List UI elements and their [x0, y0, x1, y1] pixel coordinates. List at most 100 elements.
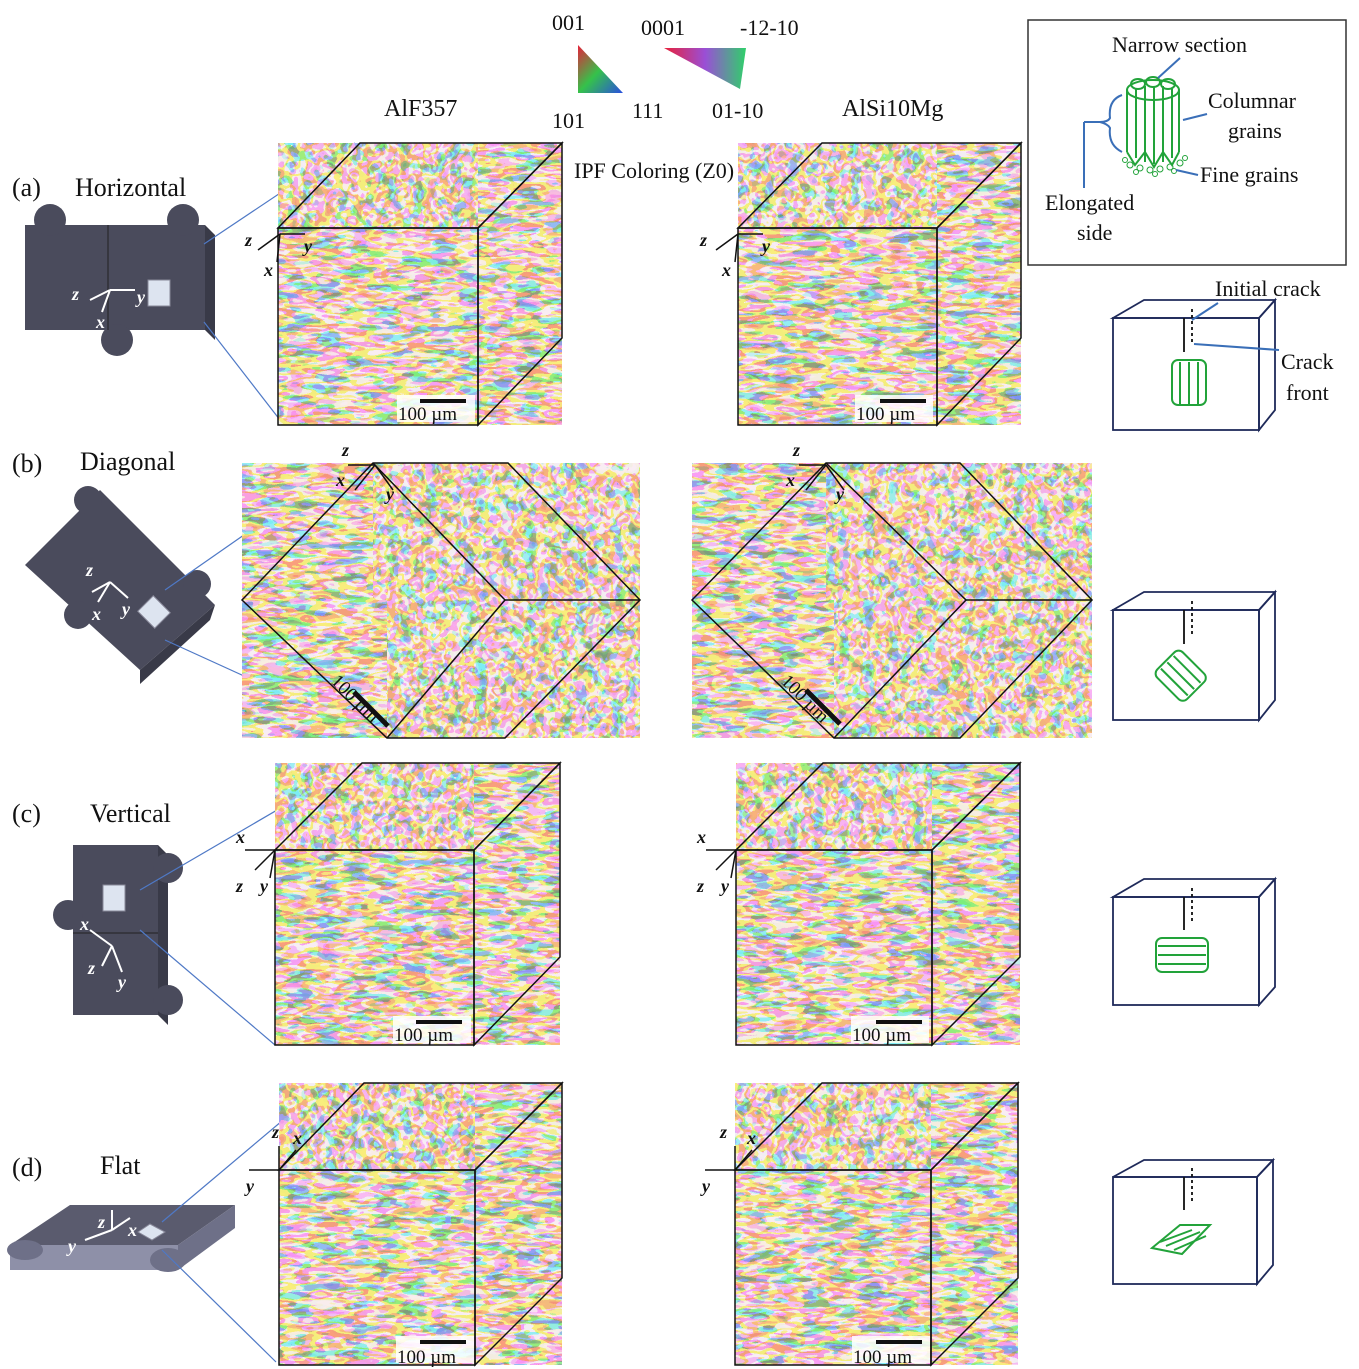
- crack-front-label-1: Crack: [1281, 349, 1334, 374]
- specimen-vertical: x z y: [53, 845, 183, 1025]
- row-d-name: Flat: [100, 1151, 141, 1180]
- crack-initial-label: Initial crack: [1215, 276, 1321, 301]
- inset-frame: [1027, 19, 1347, 266]
- svg-text:x: x: [263, 260, 273, 280]
- inset-leaders: [1083, 57, 1208, 188]
- inset-narrow: Narrow section: [1112, 32, 1247, 57]
- svg-text:z: z: [87, 958, 95, 978]
- svg-text:y: y: [302, 236, 313, 256]
- axes-b-right: z x y: [785, 440, 845, 504]
- svg-text:z: z: [271, 1122, 279, 1142]
- scale-bar-d-right: 100 µm: [853, 1347, 912, 1368]
- grain-inset: Narrow section Columnar grains Fine grai…: [1027, 19, 1347, 266]
- svg-text:y: y: [258, 876, 269, 896]
- axes-b-left: z x y: [335, 440, 395, 504]
- inset-grain-bundle: [1126, 76, 1180, 169]
- legend-12-10: -12-10: [740, 15, 799, 40]
- legend-0001: 0001: [641, 15, 685, 40]
- svg-text:x: x: [696, 827, 706, 847]
- crack-box-b: [1109, 589, 1278, 723]
- ebsd-cube-a-alf357: 100 µm: [276, 141, 564, 427]
- axes-a-right: z y x: [699, 230, 771, 280]
- axes-c-left: x z y: [235, 827, 276, 896]
- scale-bar-c-right: 100 µm: [852, 1025, 911, 1046]
- svg-text:z: z: [97, 1212, 105, 1232]
- crack-box-c: [1109, 876, 1278, 1008]
- ebsd-cube-c-alf357: 100 µm: [273, 761, 562, 1047]
- row-c-name: Vertical: [90, 799, 171, 828]
- column-title-left: AlF357: [384, 96, 457, 122]
- scale-bar-a-left: 100 µm: [398, 404, 457, 425]
- ipf-legend: 001 101 111 0001 -12-10 01-10 IPF Colori…: [552, 10, 799, 183]
- column-title-right: AlSi10Mg: [842, 96, 943, 122]
- row-c-label: (c): [12, 799, 41, 828]
- svg-text:y: y: [135, 287, 146, 307]
- svg-text:z: z: [696, 876, 704, 896]
- ebsd-cube-a-alsi10mg: 100 µm: [736, 141, 1023, 427]
- svg-text:z: z: [244, 230, 252, 250]
- svg-text:z: z: [71, 284, 79, 304]
- svg-text:z: z: [699, 230, 707, 250]
- scale-bar-c-left: 100 µm: [394, 1025, 453, 1046]
- inset-columnar-2: grains: [1228, 118, 1282, 143]
- zoom-lines-d: [161, 1109, 296, 1363]
- svg-text:y: y: [719, 876, 730, 896]
- crack-leaders: [1191, 302, 1280, 351]
- crack-front-label-2: front: [1286, 380, 1329, 405]
- axes-d-left: y z x: [244, 1122, 302, 1196]
- inset-elongated-2: side: [1077, 220, 1112, 245]
- scale-bar-a-right: 100 µm: [856, 404, 915, 425]
- svg-text:x: x: [95, 312, 105, 332]
- ebsd-cube-d-alf357: 100 µm: [277, 1081, 564, 1368]
- row-b-label: (b): [12, 449, 42, 478]
- inset-fine: Fine grains: [1200, 162, 1298, 187]
- svg-text:y: y: [120, 599, 131, 619]
- svg-text:z: z: [235, 876, 243, 896]
- zoom-lines-c: [139, 784, 321, 1046]
- legend-101: 101: [552, 108, 585, 133]
- ebsd-cube-b-alf357: 100 µm: [240, 462, 642, 739]
- zoom-lines-b: [164, 474, 381, 739]
- row-a-name: Horizontal: [75, 173, 186, 202]
- svg-text:x: x: [127, 1220, 137, 1240]
- crack-box-a: [1109, 297, 1278, 433]
- svg-text:x: x: [79, 914, 89, 934]
- svg-text:x: x: [235, 827, 245, 847]
- ebsd-cube-b-alsi10mg: 100 µm: [690, 462, 1094, 739]
- ebsd-cube-d-alsi10mg: 100 µm: [733, 1081, 1020, 1368]
- svg-text:x: x: [785, 470, 795, 490]
- svg-text:x: x: [335, 470, 345, 490]
- svg-text:y: y: [66, 1236, 77, 1256]
- inset-elongated-1: Elongated: [1045, 190, 1134, 215]
- legend-001: 001: [552, 10, 585, 35]
- svg-text:z: z: [719, 1122, 727, 1142]
- crack-box-d: [1112, 1157, 1276, 1287]
- ebsd-cube-c-alsi10mg: 100 µm: [734, 761, 1022, 1047]
- svg-text:y: y: [834, 484, 845, 504]
- hex-triangle: [664, 48, 746, 89]
- svg-text:x: x: [721, 260, 731, 280]
- svg-text:y: y: [116, 972, 127, 992]
- scale-bar-d-left: 100 µm: [397, 1347, 456, 1368]
- cubic-triangle: [578, 45, 623, 93]
- svg-text:y: y: [700, 1176, 711, 1196]
- svg-text:x: x: [292, 1128, 302, 1148]
- svg-text:z: z: [341, 440, 349, 460]
- legend-111: 111: [632, 98, 663, 123]
- row-d-label: (d): [12, 1153, 42, 1182]
- inset-columnar-1: Columnar: [1208, 88, 1297, 113]
- svg-text:y: y: [384, 484, 395, 504]
- legend-01-10: 01-10: [712, 98, 763, 123]
- axes-d-right: y z x: [700, 1122, 756, 1196]
- svg-text:x: x: [746, 1128, 756, 1148]
- inset-fine-grains: [1122, 155, 1188, 177]
- specimen-diagonal: z y x: [25, 486, 215, 684]
- axes-a-left: z y x: [244, 230, 313, 280]
- zoom-lines-a: [203, 142, 356, 421]
- legend-caption: IPF Coloring (Z0): [574, 158, 734, 183]
- svg-text:y: y: [760, 236, 771, 256]
- specimen-flat: y z x: [7, 1205, 235, 1272]
- svg-text:y: y: [244, 1176, 255, 1196]
- specimen-horizontal: z y x: [25, 204, 215, 356]
